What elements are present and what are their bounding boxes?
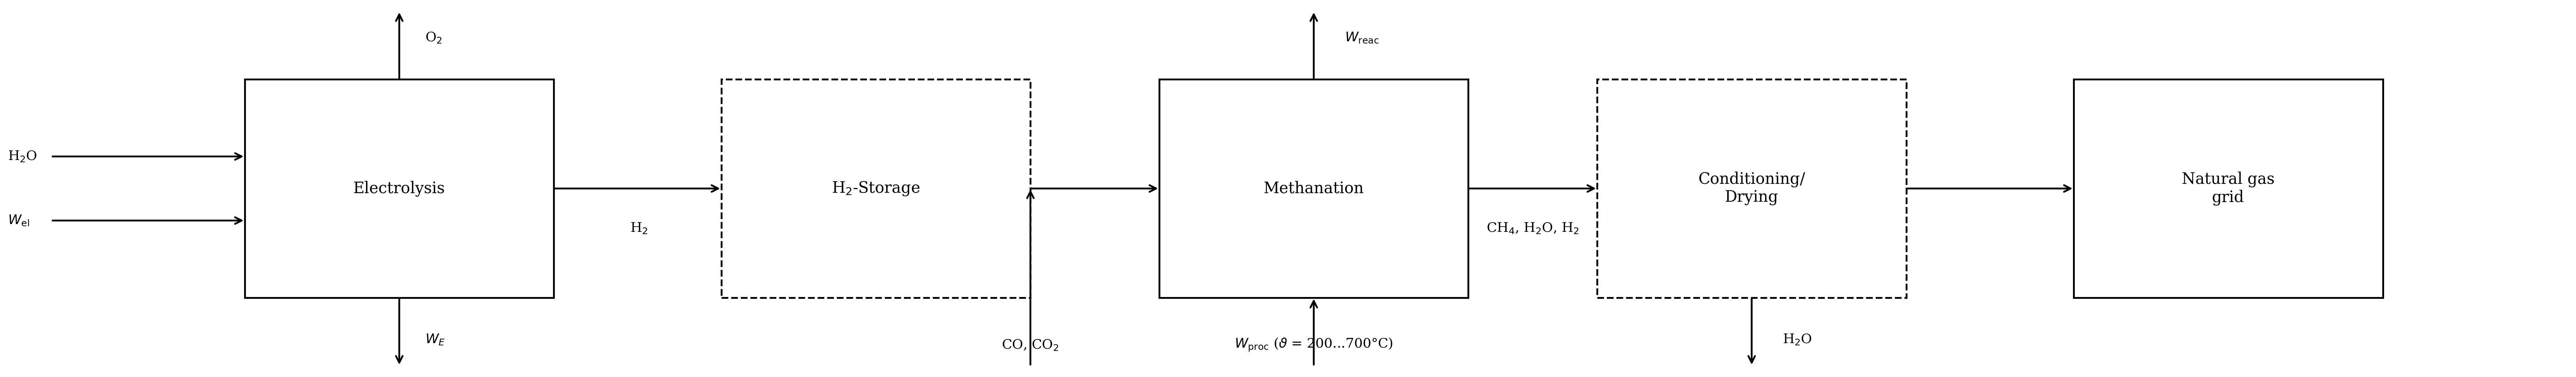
Text: CO, CO$_2$: CO, CO$_2$ — [1002, 338, 1059, 352]
Text: Conditioning/
Drying: Conditioning/ Drying — [1698, 172, 1806, 205]
Text: Methanation: Methanation — [1262, 181, 1365, 196]
Text: O$_2$: O$_2$ — [425, 31, 443, 44]
Bar — [1159, 79, 1468, 298]
Text: H$_2$: H$_2$ — [631, 221, 647, 235]
Bar — [2074, 79, 2383, 298]
Text: H$_2$O: H$_2$O — [1783, 333, 1811, 346]
Text: H$_2$-Storage: H$_2$-Storage — [832, 180, 920, 197]
Text: $W_\mathrm{el}$: $W_\mathrm{el}$ — [8, 214, 28, 227]
Text: Natural gas
grid: Natural gas grid — [2182, 172, 2275, 205]
Bar — [245, 79, 554, 298]
Text: $W_\mathrm{reac}$: $W_\mathrm{reac}$ — [1345, 31, 1378, 44]
Text: $W_\mathrm{proc}$ ($\vartheta$ = 200...700°C): $W_\mathrm{proc}$ ($\vartheta$ = 200...7… — [1234, 337, 1394, 353]
Bar — [721, 79, 1030, 298]
Text: CH$_4$, H$_2$O, H$_2$: CH$_4$, H$_2$O, H$_2$ — [1486, 221, 1579, 235]
Text: H$_2$O: H$_2$O — [8, 150, 36, 163]
Text: Electrolysis: Electrolysis — [353, 181, 446, 196]
Text: $W_E$: $W_E$ — [425, 333, 446, 346]
Bar — [1597, 79, 1906, 298]
